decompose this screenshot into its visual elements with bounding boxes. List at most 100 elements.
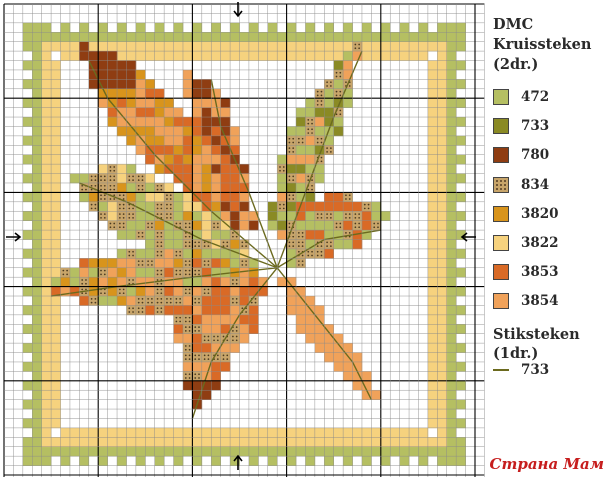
leaf-cell xyxy=(154,230,165,240)
leaf-cell xyxy=(220,248,231,259)
leaf-cell xyxy=(107,88,118,99)
leaf-cell xyxy=(51,286,61,297)
leaf-cell xyxy=(201,352,212,363)
leaf-cell xyxy=(79,41,90,52)
frame-cell xyxy=(343,22,353,33)
frame-cell xyxy=(399,51,410,61)
frame-cell xyxy=(427,277,438,287)
leaf-cell xyxy=(145,211,156,221)
frame-cell xyxy=(22,248,33,259)
stitch-dot xyxy=(320,160,323,163)
leaf-cell xyxy=(230,164,240,174)
leaf-cell xyxy=(220,135,231,146)
stitch-dot xyxy=(311,254,313,257)
frame-cell xyxy=(32,371,42,382)
leaf-cell xyxy=(230,126,240,137)
frame-cell xyxy=(51,107,61,118)
leaf-cell xyxy=(107,107,118,118)
frame-cell xyxy=(390,446,400,457)
frame-cell xyxy=(446,409,457,419)
leaf-cell xyxy=(296,220,306,231)
stitch-dot xyxy=(279,169,281,172)
leaf-cell xyxy=(145,173,156,184)
leaf-cell xyxy=(117,107,127,118)
frame-cell xyxy=(427,333,438,344)
leaf-cell xyxy=(182,296,193,306)
frame-cell xyxy=(51,305,61,316)
frame-cell xyxy=(51,267,61,278)
leaf-cell xyxy=(154,211,165,221)
frame-cell xyxy=(446,211,457,221)
frame-cell xyxy=(145,446,156,457)
stitch-dot xyxy=(147,222,149,225)
frame-cell xyxy=(277,446,287,457)
leaf-cell xyxy=(135,126,146,137)
leaf-cell xyxy=(380,211,391,221)
stitch-dot xyxy=(160,292,163,295)
leaf-cell xyxy=(324,192,334,203)
frame-cell xyxy=(446,437,457,448)
frame-cell xyxy=(32,343,42,353)
leaf-cell xyxy=(164,230,174,240)
leaf-cell xyxy=(220,296,231,306)
leaf-cell xyxy=(211,192,221,203)
leaf-cell xyxy=(79,258,90,269)
stitch-dot xyxy=(279,207,281,210)
frame-cell xyxy=(446,145,457,156)
stitch-dot xyxy=(156,279,159,281)
frame-cell xyxy=(22,173,33,184)
frame-cell xyxy=(41,88,52,99)
frame-cell xyxy=(117,22,127,33)
frame-cell xyxy=(446,41,457,52)
frame-cell xyxy=(41,51,52,61)
frame-cell xyxy=(324,427,334,438)
leaf-cell xyxy=(182,286,193,297)
frame-cell xyxy=(333,446,344,457)
leaf-cell xyxy=(164,135,174,146)
leaf-cell xyxy=(98,258,108,269)
frame-cell xyxy=(437,277,448,287)
leaf-cell xyxy=(192,107,203,118)
frame-cell xyxy=(192,427,203,438)
frame-cell xyxy=(22,343,33,353)
frame-cell xyxy=(32,437,42,448)
leaf-cell xyxy=(164,192,174,203)
frame-cell xyxy=(22,418,33,429)
stitch-dot xyxy=(147,301,149,304)
frame-cell xyxy=(22,230,33,240)
frame-cell xyxy=(41,409,52,419)
leaf-cell xyxy=(135,145,146,156)
stitch-dot xyxy=(292,151,295,153)
leaf-cell xyxy=(117,296,127,306)
leaf-cell xyxy=(173,145,184,156)
frame-cell xyxy=(145,437,156,448)
stitch-dot xyxy=(232,235,234,238)
leaf-cell xyxy=(192,361,203,372)
frame-cell xyxy=(22,361,33,372)
leaf-cell xyxy=(69,173,80,184)
stitch-dot xyxy=(207,264,210,266)
frame-cell xyxy=(267,456,278,466)
leaf-cell xyxy=(192,258,203,269)
stitch-dot xyxy=(85,292,87,295)
stitch-dot xyxy=(119,213,121,215)
stitch-dot xyxy=(141,188,144,191)
stitch-dot xyxy=(113,226,116,229)
frame-cell xyxy=(32,98,42,108)
frame-cell xyxy=(437,79,448,90)
swatch-code: 472 xyxy=(521,89,550,105)
stitch-dot xyxy=(151,222,153,225)
leaf-cell xyxy=(201,117,212,127)
leaf-cell xyxy=(296,164,306,174)
frame-cell xyxy=(32,230,42,240)
frame-cell xyxy=(437,324,448,334)
frame-cell xyxy=(32,135,42,146)
stitch-dot xyxy=(326,241,328,244)
leaf-cell xyxy=(333,352,344,363)
frame-cell xyxy=(98,427,108,438)
frame-cell xyxy=(51,117,61,127)
frame-cell xyxy=(41,258,52,269)
frame-cell xyxy=(41,173,52,184)
leaf-cell xyxy=(220,239,231,250)
frame-cell xyxy=(135,456,146,466)
